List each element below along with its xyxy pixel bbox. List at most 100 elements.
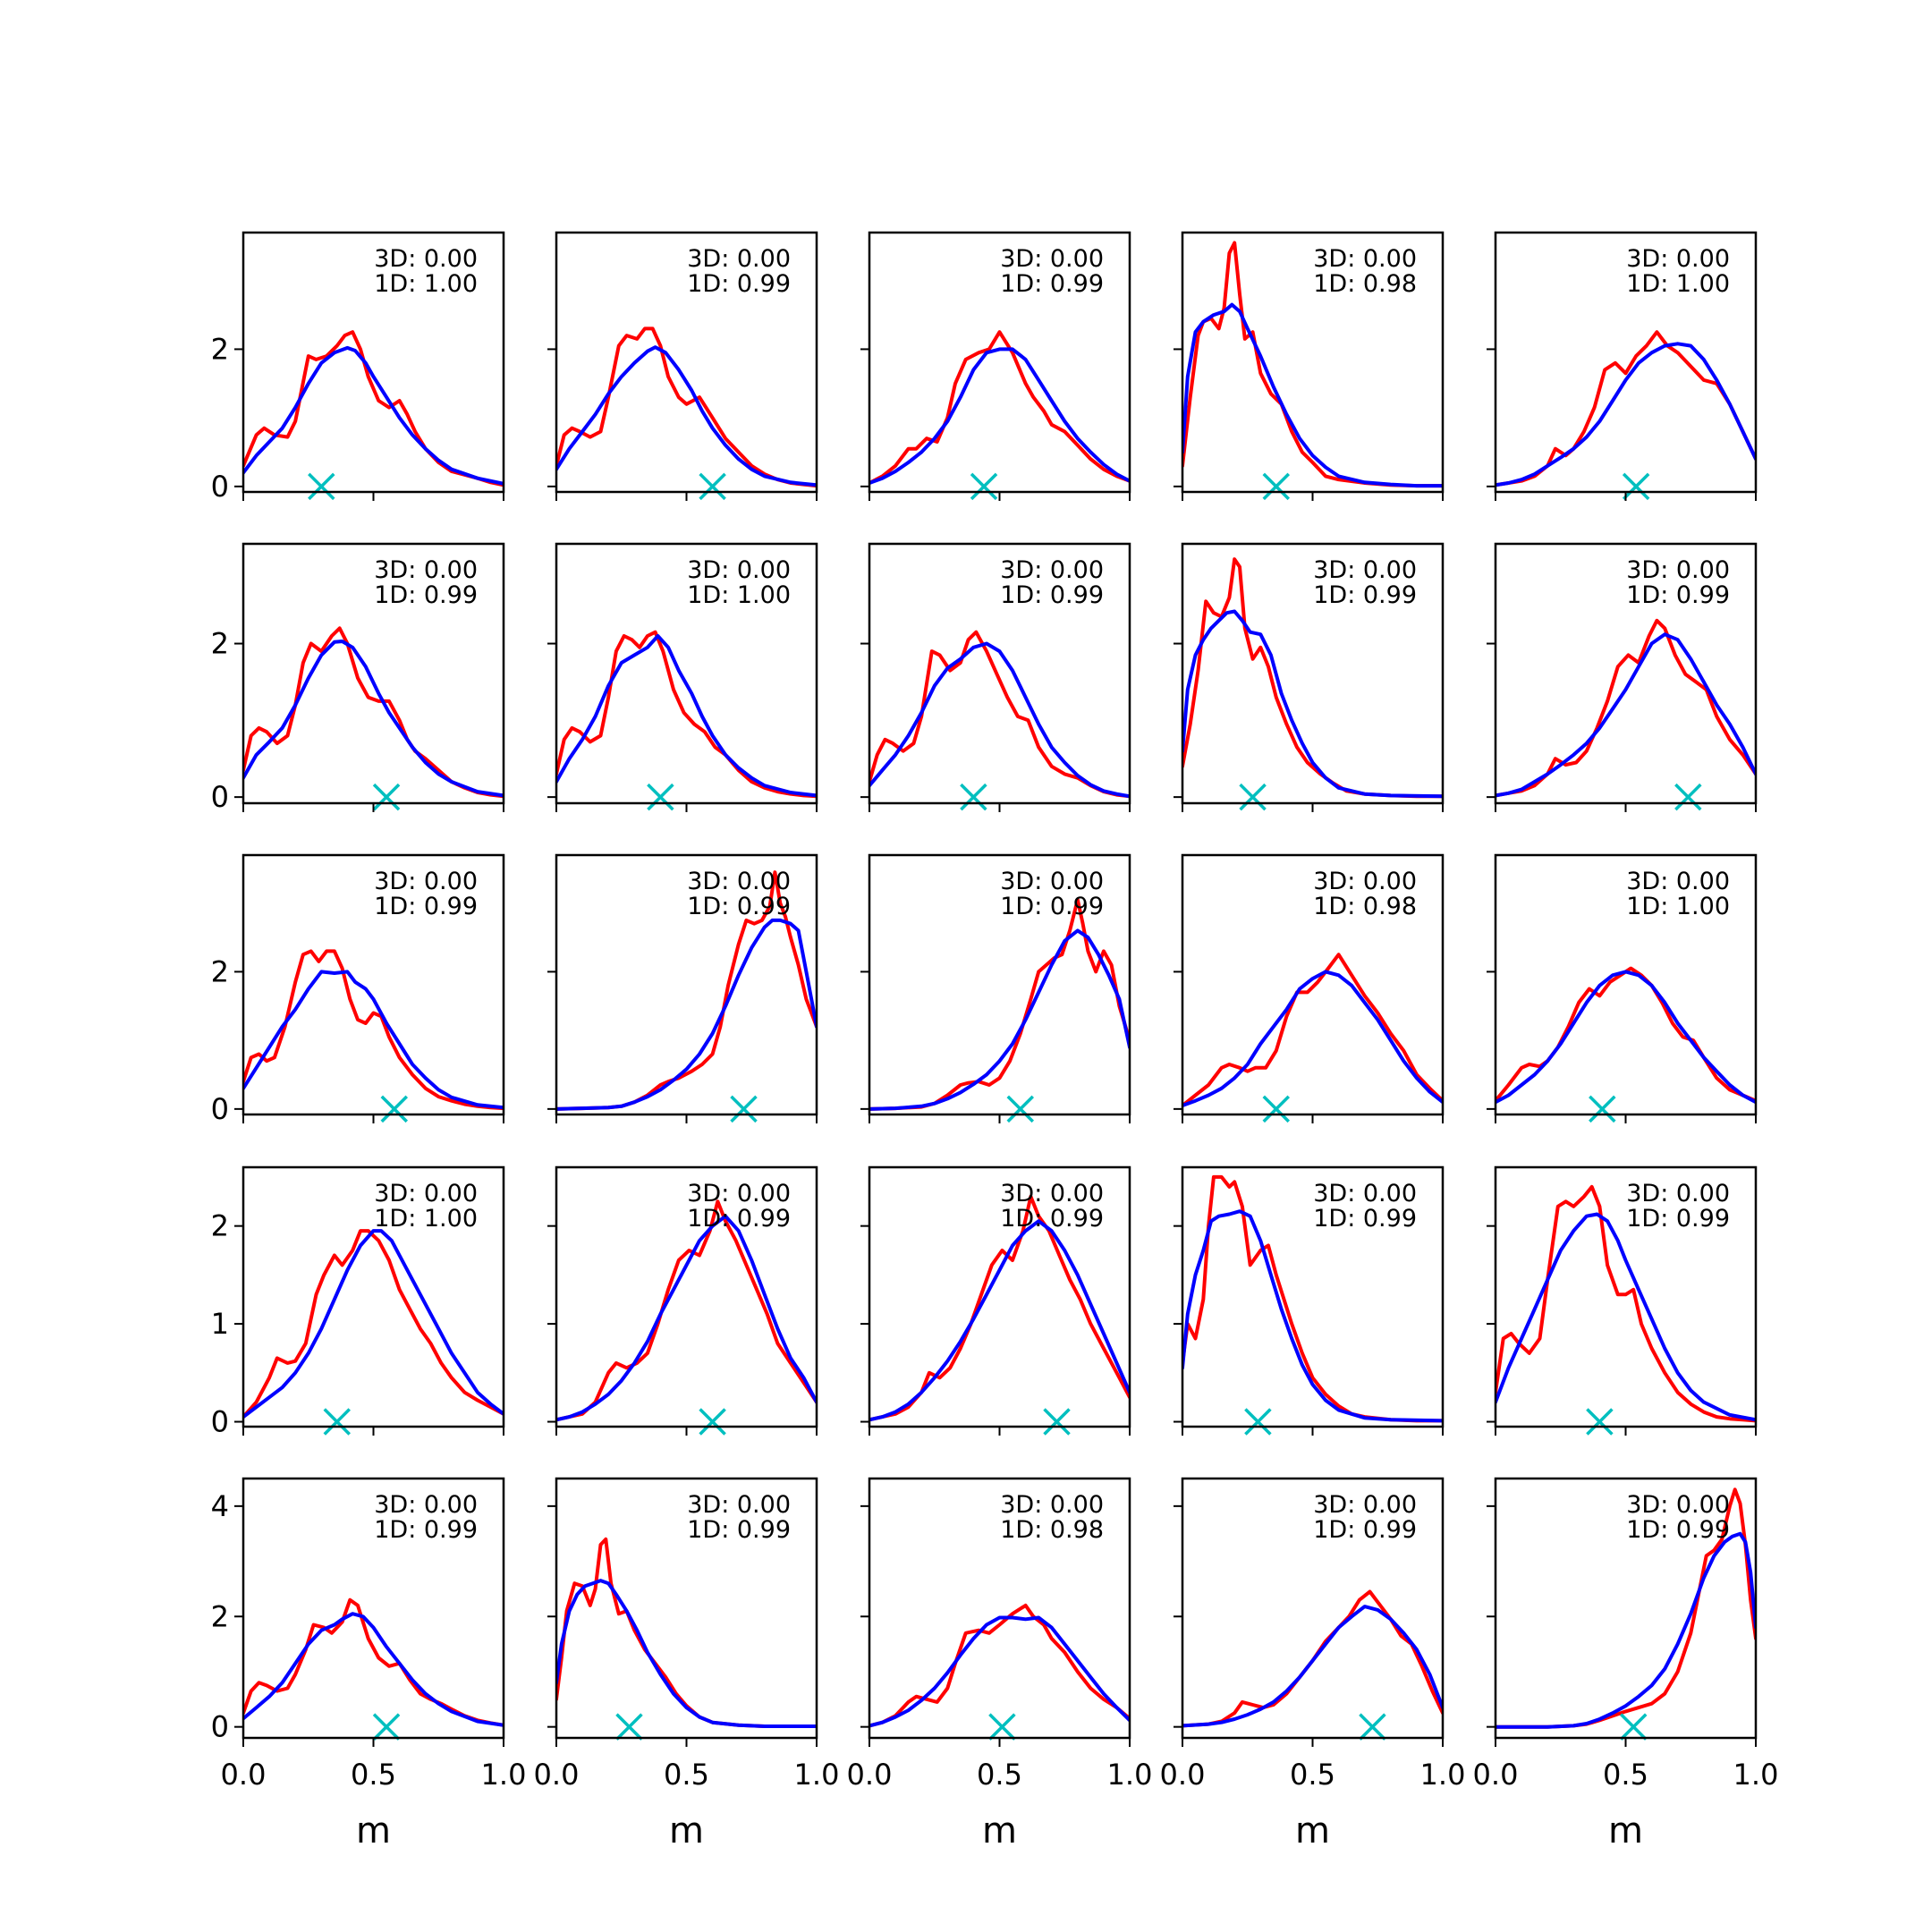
marker-x xyxy=(988,1713,1016,1741)
annotation-3d: 3D: 0.00 xyxy=(1626,556,1730,584)
annotation-3d: 3D: 0.00 xyxy=(687,868,791,895)
x-axis-label: m xyxy=(1608,1810,1643,1852)
annotation-3d: 3D: 0.00 xyxy=(1626,245,1730,273)
x-tick-label: 0.5 xyxy=(664,1758,709,1792)
marker-x xyxy=(1043,1408,1071,1436)
annotation-3d: 3D: 0.00 xyxy=(1626,1491,1730,1519)
marker-x xyxy=(699,1408,726,1436)
x-axis-label: m xyxy=(982,1810,1017,1852)
blue-series-line xyxy=(1182,970,1443,1107)
marker-x xyxy=(380,1095,409,1123)
y-tick-label: 4 xyxy=(211,1489,229,1523)
marker-x xyxy=(1262,472,1290,501)
x-axis-label: m xyxy=(669,1810,704,1852)
marker-x xyxy=(323,1408,351,1436)
annotation-3d: 3D: 0.00 xyxy=(374,245,478,273)
red-series-line xyxy=(243,1229,504,1419)
marker-x xyxy=(615,1713,643,1741)
marker-x xyxy=(1244,1408,1272,1436)
annotation-1d: 1D: 0.99 xyxy=(1000,270,1104,298)
red-series-line xyxy=(1182,953,1443,1107)
annotation-3d: 3D: 0.00 xyxy=(1313,1491,1417,1519)
blue-series-line xyxy=(1182,302,1443,488)
annotation-1d: 1D: 0.99 xyxy=(687,1516,791,1544)
y-tick-label: 2 xyxy=(211,1209,229,1243)
annotation-1d: 1D: 0.99 xyxy=(1626,1205,1730,1233)
annotation-1d: 1D: 0.99 xyxy=(1626,581,1730,609)
annotation-1d: 1D: 1.00 xyxy=(1626,893,1730,920)
annotation-3d: 3D: 0.00 xyxy=(374,868,478,895)
annotation-3d: 3D: 0.00 xyxy=(1313,868,1417,895)
annotation-3d: 3D: 0.00 xyxy=(687,1491,791,1519)
y-tick-label: 0 xyxy=(211,780,229,814)
red-series-line xyxy=(1496,1184,1756,1423)
blue-series-line xyxy=(869,641,1130,799)
marker-x xyxy=(647,783,674,811)
blue-series-line xyxy=(1496,1212,1756,1422)
marker-x xyxy=(1586,1408,1614,1436)
marker-x xyxy=(1622,472,1650,501)
annotation-3d: 3D: 0.00 xyxy=(1000,1491,1104,1519)
blue-series-line xyxy=(243,345,504,486)
blue-series-line xyxy=(1496,342,1756,487)
blue-series-line xyxy=(869,1219,1130,1422)
y-tick-label: 0 xyxy=(211,1710,229,1744)
x-tick-label: 0.5 xyxy=(977,1758,1022,1792)
blue-series-line xyxy=(869,928,1130,1111)
x-tick-label: 0.5 xyxy=(1603,1758,1648,1792)
x-tick-label: 1.0 xyxy=(794,1758,840,1792)
red-series-line xyxy=(869,630,1130,799)
marker-x xyxy=(1359,1713,1386,1741)
y-tick-label: 0 xyxy=(211,470,229,504)
x-tick-label: 0.0 xyxy=(1160,1758,1206,1792)
marker-x xyxy=(308,472,335,501)
annotation-3d: 3D: 0.00 xyxy=(1000,1180,1104,1208)
x-tick-label: 0.0 xyxy=(534,1758,580,1792)
marker-x xyxy=(960,783,987,811)
annotation-1d: 1D: 1.00 xyxy=(1626,270,1730,298)
marker-x xyxy=(1674,783,1702,811)
red-series-line xyxy=(869,897,1130,1111)
annotation-3d: 3D: 0.00 xyxy=(1313,245,1417,273)
blue-series-line xyxy=(556,1579,817,1728)
annotation-3d: 3D: 0.00 xyxy=(1000,556,1104,584)
x-tick-label: 1.0 xyxy=(481,1758,527,1792)
x-tick-label: 0.0 xyxy=(847,1758,893,1792)
annotation-3d: 3D: 0.00 xyxy=(1313,556,1417,584)
blue-series-line xyxy=(869,347,1130,485)
blue-series-line xyxy=(869,1615,1130,1728)
y-tick-label: 2 xyxy=(211,627,229,661)
annotation-1d: 1D: 0.98 xyxy=(1000,1516,1104,1544)
y-tick-label: 2 xyxy=(211,954,229,988)
annotation-3d: 3D: 0.00 xyxy=(687,1180,791,1208)
red-series-line xyxy=(869,1603,1130,1728)
x-tick-label: 0.0 xyxy=(1473,1758,1519,1792)
red-series-line xyxy=(556,326,817,488)
annotation-3d: 3D: 0.00 xyxy=(1313,1180,1417,1208)
x-axis-label: m xyxy=(1295,1810,1330,1852)
x-tick-label: 0.5 xyxy=(1290,1758,1335,1792)
blue-series-line xyxy=(243,640,504,798)
annotation-3d: 3D: 0.00 xyxy=(1000,868,1104,895)
y-tick-label: 2 xyxy=(211,1599,229,1633)
marker-x xyxy=(730,1095,758,1123)
blue-series-line xyxy=(556,634,817,798)
annotation-3d: 3D: 0.00 xyxy=(687,245,791,273)
blue-series-line xyxy=(1182,1605,1443,1728)
x-tick-label: 0.5 xyxy=(351,1758,396,1792)
